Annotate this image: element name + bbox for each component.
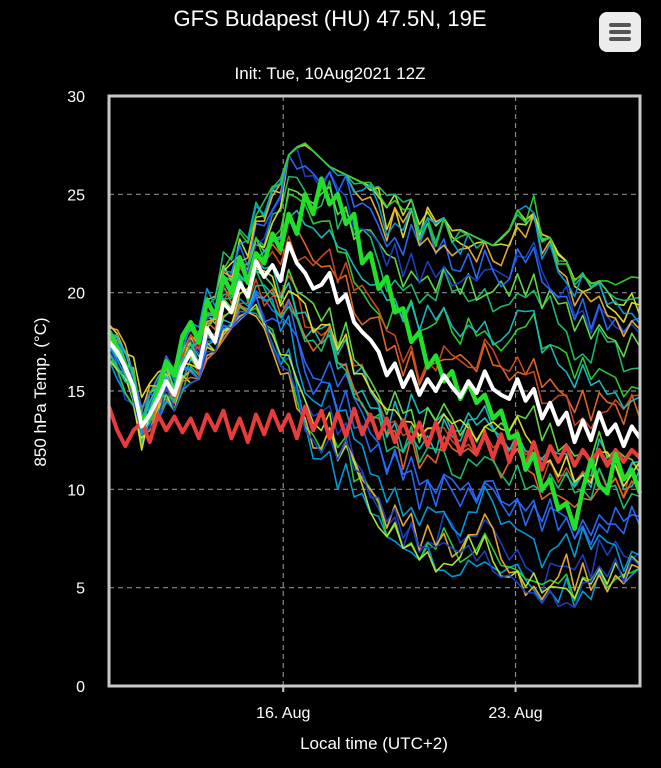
ensemble-member-line: [108, 269, 641, 510]
hamburger-menu-icon: [609, 23, 631, 27]
chart-title: GFS Budapest (HU) 47.5N, 19E: [173, 6, 486, 31]
y-tick-label: 0: [76, 679, 85, 696]
x-tick-label: 16. Aug: [256, 705, 310, 722]
y-tick-label: 30: [67, 89, 85, 106]
ensemble-members-layer: [108, 142, 641, 609]
control-run-line: [107, 176, 643, 531]
main-series-layer: [107, 176, 643, 531]
ensemble-mean-line: [107, 241, 642, 449]
hamburger-menu-icon-line: [609, 37, 631, 41]
x-tick-label: 23. Aug: [488, 705, 542, 722]
plot-frame: [107, 94, 642, 688]
ensemble-member-line: [108, 294, 641, 540]
ensemble-member-line: [108, 193, 641, 438]
hamburger-menu-icon-line: [609, 30, 631, 34]
hamburger-menu-button[interactable]: [599, 12, 641, 52]
x-axis-label: Local time (UTC+2): [300, 734, 448, 753]
ensemble-member-line: [108, 296, 641, 608]
climate-mean-line: [107, 404, 642, 472]
y-tick-label: 25: [67, 187, 85, 204]
ensemble-member-line: [108, 293, 641, 573]
axis-layer: 0 5 10 15 20 25 30 16. Aug 23. Aug: [67, 89, 642, 722]
y-axis-label: 850 hPa Temp. (°C): [31, 317, 50, 466]
chart-subtitle: Init: Tue, 10Aug2021 12Z: [235, 64, 426, 83]
y-tick-label: 20: [67, 286, 85, 303]
y-tick-label: 15: [67, 384, 85, 401]
y-tick-label: 10: [67, 482, 85, 499]
y-tick-label: 5: [76, 581, 85, 598]
ensemble-member-line: [108, 142, 641, 436]
ensemble-member-line: [108, 175, 641, 422]
